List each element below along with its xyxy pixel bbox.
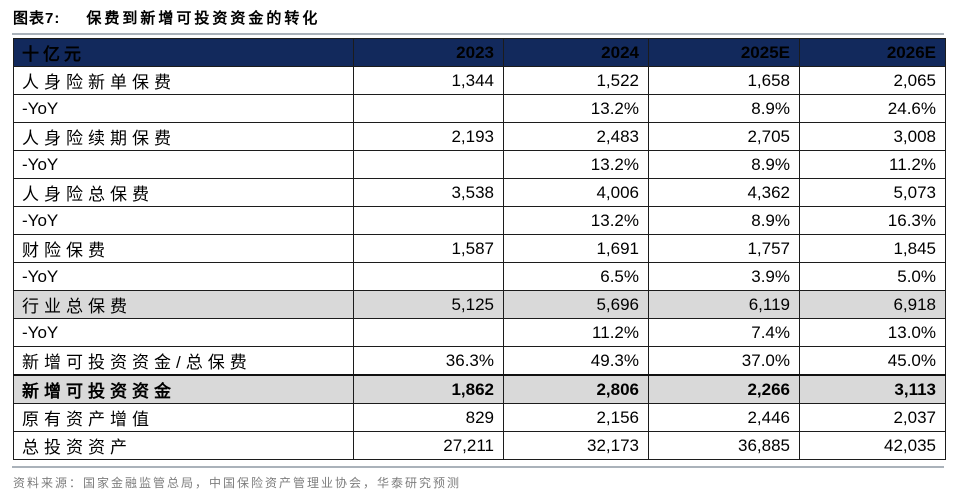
row-label: 人身险总保费: [13, 178, 354, 207]
table-row: 人身险续期保费 2,193 2,483 2,705 3,008: [13, 122, 946, 151]
table-row: -YoY 6.5% 3.9% 5.0%: [13, 262, 946, 291]
row-label: -YoY: [13, 150, 354, 179]
cell-value: 16.3%: [799, 206, 946, 235]
cell-value: 3,008: [799, 122, 946, 151]
table-row: 新增可投资资金/总保费 36.3% 49.3% 37.0% 45.0%: [13, 346, 946, 376]
row-label: -YoY: [13, 94, 354, 123]
row-label: 人身险续期保费: [13, 122, 354, 151]
row-label: 行业总保费: [13, 290, 354, 319]
cell-value: 7.4%: [648, 318, 800, 347]
cell-value: 13.2%: [503, 206, 649, 235]
figure-title-text: 保费到新增可投资资金的转化: [86, 10, 321, 27]
cell-value: 8.9%: [648, 94, 800, 123]
cell-value: 11.2%: [503, 318, 649, 347]
col-header-2024: 2024: [503, 38, 649, 67]
cell-value: 5,125: [353, 290, 504, 319]
cell-value: 8.9%: [648, 206, 800, 235]
row-label: -YoY: [13, 206, 354, 235]
table-row: 行业总保费 5,125 5,696 6,119 6,918: [13, 290, 946, 319]
cell-value: 3,113: [799, 374, 946, 404]
table-row: 人身险总保费 3,538 4,006 4,362 5,073: [13, 178, 946, 207]
col-header-2023: 2023: [353, 38, 504, 67]
cell-value: 24.6%: [799, 94, 946, 123]
table-header-row: 十亿元 2023 2024 2025E 2026E: [13, 38, 946, 67]
row-label: 财险保费: [13, 234, 354, 263]
cell-value: 37.0%: [648, 346, 800, 376]
cell-value: 1,862: [353, 374, 504, 404]
cell-value: 829: [353, 403, 504, 432]
cell-value: 2,266: [648, 374, 800, 404]
cell-value: 1,587: [353, 234, 504, 263]
cell-value: 4,362: [648, 178, 800, 207]
cell-value: 36,885: [648, 431, 800, 460]
table-row: -YoY 13.2% 8.9% 11.2%: [13, 150, 946, 179]
figure-title: 图表7: 保费到新增可投资资金的转化: [12, 5, 944, 33]
cell-value: 3,538: [353, 178, 504, 207]
cell-value: 1,845: [799, 234, 946, 263]
cell-value: 13.0%: [799, 318, 946, 347]
row-label: -YoY: [13, 262, 354, 291]
table-row: -YoY 11.2% 7.4% 13.0%: [13, 318, 946, 347]
source-note: 资料来源：国家金融监管总局，中国保险资产管理业协会，华泰研究预测: [13, 476, 462, 490]
footer-divider: [12, 466, 944, 468]
cell-value: 13.2%: [503, 94, 649, 123]
cell-value: 2,705: [648, 122, 800, 151]
cell-value: 27,211: [353, 431, 504, 460]
cell-value: 6.5%: [503, 262, 649, 291]
cell-value: 5.0%: [799, 262, 946, 291]
table-row: 总投资资产 27,211 32,173 36,885 42,035: [13, 431, 946, 460]
cell-value: 2,037: [799, 403, 946, 432]
cell-value: 6,119: [648, 290, 800, 319]
cell-value: [353, 206, 504, 235]
cell-value: 6,918: [799, 290, 946, 319]
col-header-2026e: 2026E: [799, 38, 946, 67]
cell-value: 5,073: [799, 178, 946, 207]
table-row: 人身险新单保费 1,344 1,522 1,658 2,065: [13, 66, 946, 95]
cell-value: 11.2%: [799, 150, 946, 179]
table-row: 新增可投资资金 1,862 2,806 2,266 3,113: [13, 374, 946, 404]
cell-value: 2,156: [503, 403, 649, 432]
cell-value: [353, 150, 504, 179]
table-row: -YoY 13.2% 8.9% 16.3%: [13, 206, 946, 235]
cell-value: 1,691: [503, 234, 649, 263]
cell-value: 2,806: [503, 374, 649, 404]
cell-value: [353, 262, 504, 291]
row-label: -YoY: [13, 318, 354, 347]
cell-value: 49.3%: [503, 346, 649, 376]
unit-header: 十亿元: [13, 38, 354, 67]
cell-value: 45.0%: [799, 346, 946, 376]
cell-value: 13.2%: [503, 150, 649, 179]
cell-value: 42,035: [799, 431, 946, 460]
row-label: 人身险新单保费: [13, 66, 354, 95]
cell-value: [353, 94, 504, 123]
cell-value: 2,065: [799, 66, 946, 95]
cell-value: 5,696: [503, 290, 649, 319]
cell-value: 2,483: [503, 122, 649, 151]
cell-value: 1,522: [503, 66, 649, 95]
cell-value: [353, 318, 504, 347]
cell-value: 2,193: [353, 122, 504, 151]
cell-value: 1,658: [648, 66, 800, 95]
row-label: 总投资资产: [13, 431, 354, 460]
cell-value: 4,006: [503, 178, 649, 207]
cell-value: 1,344: [353, 66, 504, 95]
cell-value: 32,173: [503, 431, 649, 460]
row-label: 原有资产增值: [13, 403, 354, 432]
data-table: 十亿元 2023 2024 2025E 2026E 人身险新单保费 1,344 1,522…: [13, 38, 946, 460]
cell-value: 1,757: [648, 234, 800, 263]
table-row: 财险保费 1,587 1,691 1,757 1,845: [13, 234, 946, 263]
figure-label: 图表7:: [13, 10, 61, 27]
row-label: 新增可投资资金: [13, 374, 354, 404]
table-row: 原有资产增值 829 2,156 2,446 2,037: [13, 403, 946, 432]
row-label: 新增可投资资金/总保费: [13, 346, 354, 376]
title-divider: [12, 33, 944, 35]
cell-value: 36.3%: [353, 346, 504, 376]
cell-value: 3.9%: [648, 262, 800, 291]
cell-value: 8.9%: [648, 150, 800, 179]
cell-value: 2,446: [648, 403, 800, 432]
table-row: -YoY 13.2% 8.9% 24.6%: [13, 94, 946, 123]
col-header-2025e: 2025E: [648, 38, 800, 67]
